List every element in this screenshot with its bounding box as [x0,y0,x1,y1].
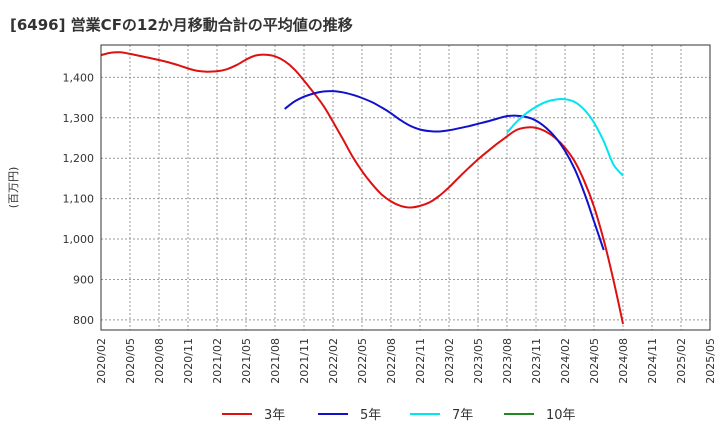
x-tick-label: 2020/05 [124,338,137,384]
x-tick-label: 2021/08 [269,338,282,384]
series-line-0 [100,51,624,325]
y-tick-label: 1,400 [63,71,95,84]
y-tick-label: 1,100 [63,193,95,206]
legend-label-1: 5年 [360,408,381,423]
legend: 3年 5年 7年 10年 [222,408,576,423]
grid-lines [100,45,711,330]
x-tick-label: 2022/02 [327,338,340,384]
x-tick-label: 2021/11 [298,338,311,384]
x-tick-label: 2020/02 [95,338,108,384]
x-tick-label: 2023/08 [501,338,514,384]
series-lines [100,51,624,325]
x-tick-label: 2022/05 [356,338,369,384]
x-tick-label: 2025/05 [704,338,717,384]
x-tick-label: 2022/08 [385,338,398,384]
chart-title: [6496] 営業CFの12か月移動合計の平均値の推移 [10,16,353,34]
series-line-1 [284,90,605,251]
x-tick-label: 2024/02 [559,338,572,384]
y-tick-label: 1,200 [63,152,95,165]
x-tick-label: 2024/11 [646,338,659,384]
x-tick-label: 2020/11 [182,338,195,384]
y-tick-label: 1,300 [63,112,95,125]
y-tick-label: 800 [73,314,94,327]
legend-label-3: 10年 [546,408,576,423]
x-tick-label: 2023/11 [530,338,543,384]
x-tick-label: 2020/08 [153,338,166,384]
y-tick-label: 1,000 [63,233,95,246]
x-tick-label: 2021/05 [240,338,253,384]
series-line-2 [506,98,624,177]
legend-label-2: 7年 [452,408,473,423]
y-axis-ticks: 800 900 1,000 1,100 1,200 1,300 1,400 [63,71,95,327]
x-tick-label: 2021/02 [211,338,224,384]
x-tick-label: 2023/02 [443,338,456,384]
x-tick-label: 2023/05 [472,338,485,384]
legend-label-0: 3年 [264,408,285,423]
x-axis-ticks: 2020/02 2020/05 2020/08 2020/11 2021/02 2021/… [95,338,717,384]
x-tick-label: 2022/11 [414,338,427,384]
y-axis-label: (百万円) [7,167,20,209]
x-tick-label: 2024/08 [617,338,630,384]
plot-frame [100,44,711,331]
x-tick-label: 2024/05 [588,338,601,384]
x-tick-label: 2025/02 [675,338,688,384]
y-tick-label: 900 [73,273,94,286]
